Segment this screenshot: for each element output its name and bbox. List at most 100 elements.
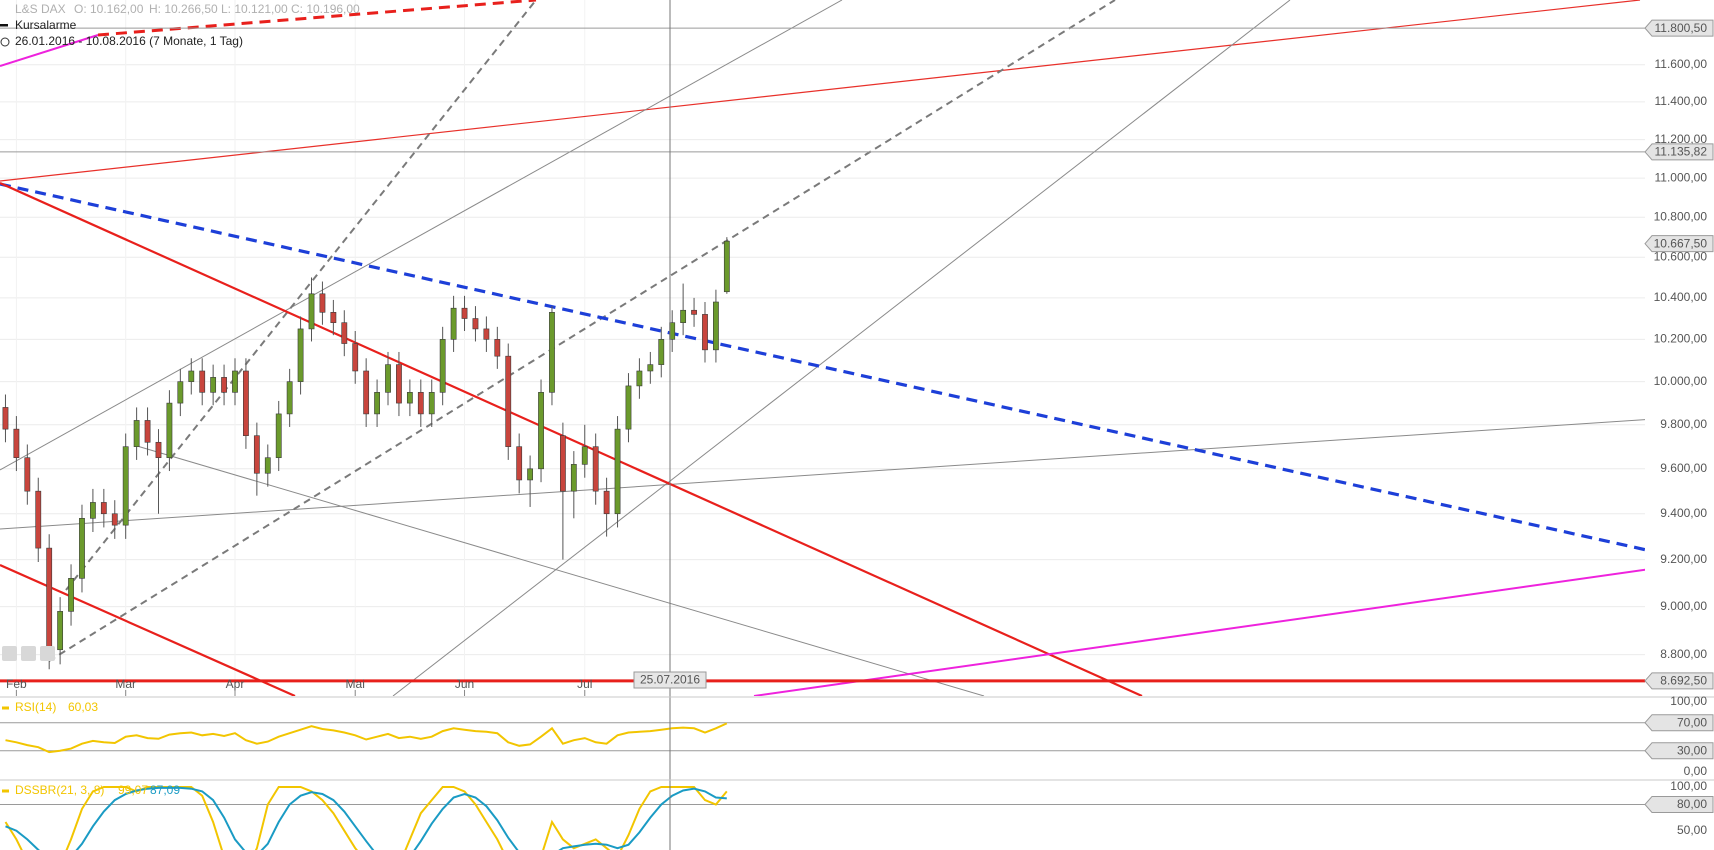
- candle-body: [647, 364, 654, 372]
- price-tag-label: 8.692,50: [1660, 674, 1707, 688]
- y-tick-label: 0,00: [1684, 764, 1708, 778]
- indicator-value: 99,07: [118, 783, 148, 797]
- drawings: [0, 0, 1645, 696]
- indicator-value: 87,09: [150, 783, 180, 797]
- x-tick-label: Jul: [577, 677, 592, 691]
- indicator-line: [4, 786, 728, 850]
- candle-body: [35, 490, 42, 549]
- candle-body: [275, 413, 282, 459]
- candle-body: [472, 318, 479, 330]
- y-tick-label: 10.200,00: [1654, 332, 1708, 346]
- candle-body: [90, 502, 96, 519]
- candle-body: [625, 385, 632, 430]
- candle-body: [330, 312, 337, 323]
- candle-body: [570, 464, 577, 492]
- candle-body: [155, 441, 162, 459]
- price-tag: [1644, 795, 1714, 813]
- instrument: L&S DAX: [15, 2, 66, 16]
- candle-body: [483, 328, 490, 340]
- trend-line: [753, 568, 1645, 696]
- price-tag: [1644, 19, 1714, 37]
- candle-body: [199, 370, 206, 393]
- candle-body: [100, 502, 107, 515]
- candle-body: [2, 407, 9, 430]
- candle-body: [559, 435, 566, 492]
- candle-body: [68, 578, 74, 612]
- price-axis: 8.800,00 9.000,00 9.200,00 9.400,00 9.600,00…: [1644, 19, 1714, 837]
- trend-line: [392, 0, 1291, 696]
- y-tick-label: 9.200,00: [1660, 552, 1707, 566]
- y-tick-label: 11.000,00: [1655, 170, 1708, 184]
- candle-body: [188, 370, 195, 382]
- x-tick-label: Mai: [346, 677, 365, 691]
- date-range: 26.01.2016 - 10.08.2016 (7 Monate, 1 Tag…: [15, 34, 243, 48]
- candle-body: [428, 392, 435, 415]
- ohlc: H: 10.266,50: [149, 2, 218, 16]
- candle-body: [614, 428, 621, 515]
- candle-body: [341, 322, 348, 344]
- candle-body: [417, 392, 424, 415]
- candle-body: [13, 428, 20, 459]
- x-tick-label: Apr: [226, 677, 245, 691]
- candle-body: [374, 392, 380, 415]
- y-tick-label: 9.400,00: [1660, 506, 1707, 520]
- indicator-line: [5, 722, 728, 754]
- x-tick-label: Feb: [6, 677, 27, 691]
- trend-line: [0, 34, 99, 67]
- candle-body: [253, 435, 260, 474]
- tool-button[interactable]: [2, 646, 17, 661]
- candle-body: [297, 328, 304, 382]
- candle-body: [658, 339, 665, 365]
- tool-button[interactable]: [40, 646, 55, 661]
- indicator-line: [5, 786, 727, 850]
- y-tick-label: 100,00: [1670, 694, 1707, 708]
- trend-line: [97, 0, 537, 37]
- crosshair-tag: [633, 671, 707, 689]
- candle-body: [221, 377, 227, 393]
- ohlc: C: 10.196,00: [291, 2, 360, 16]
- price-tag: [1644, 714, 1714, 732]
- crosshair-label: 25.07.2016: [640, 673, 700, 687]
- candle-body: [494, 339, 501, 357]
- indicator-title: DSSBR(21, 3, 8): [15, 783, 104, 797]
- candle-body: [505, 355, 512, 447]
- candle-body: [363, 370, 370, 415]
- candle-body: [210, 377, 217, 393]
- candle-body: [691, 309, 697, 315]
- alerts[interactable]: Kursalarme: [15, 18, 77, 32]
- candle-body: [177, 381, 184, 404]
- candle-body: [396, 364, 402, 404]
- candle-body: [592, 446, 599, 492]
- price-tag: [1644, 742, 1714, 760]
- trend-line: [0, 182, 1645, 552]
- candle-body: [286, 381, 293, 415]
- trend-line: [0, 0, 1641, 182]
- candle-body: [603, 490, 610, 515]
- indicator-value: 60,03: [68, 700, 98, 714]
- candle-body: [527, 468, 534, 481]
- candle-body: [79, 518, 85, 579]
- legend-swatch: [2, 789, 9, 793]
- alert-icon: [0, 24, 8, 27]
- candle-body: [406, 392, 413, 404]
- candle-body: [319, 293, 326, 313]
- candle-body: [385, 364, 391, 393]
- trend-line: [0, 181, 1143, 696]
- tool-button[interactable]: [21, 646, 36, 661]
- y-tick-label: 50,00: [1677, 823, 1707, 837]
- price-tag-label: 11.800,50: [1655, 21, 1708, 35]
- toolbar[interactable]: [2, 646, 55, 661]
- candle-body: [352, 343, 359, 372]
- x-tick-label: Jun: [455, 677, 474, 691]
- trend-line: [0, 419, 1645, 530]
- clock-icon: [0, 37, 10, 47]
- indicator-lines: [5, 722, 728, 754]
- indicator-title: RSI(14): [15, 700, 56, 714]
- indicators: RSI(14) 60,03 DSSBR(21, 3, 8) 99,07 87,09: [0, 700, 1645, 850]
- ohlc: O: 10.162,00: [74, 2, 144, 16]
- x-tick-label: Mar: [115, 677, 136, 691]
- candle-body: [723, 240, 730, 293]
- y-tick-label: 10.600,00: [1654, 249, 1708, 263]
